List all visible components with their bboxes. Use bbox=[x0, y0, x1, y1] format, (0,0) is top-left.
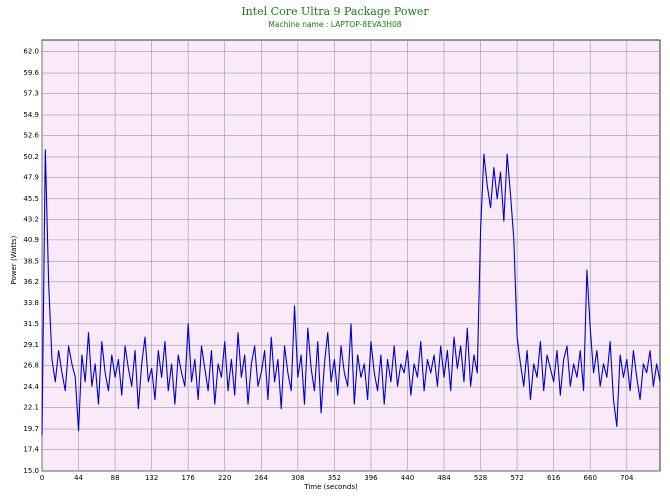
x-tick-label: 44 bbox=[74, 474, 83, 482]
x-tick-label: 0 bbox=[40, 474, 44, 482]
y-tick-label: 15.0 bbox=[23, 467, 39, 475]
x-tick-label: 88 bbox=[111, 474, 120, 482]
y-axis-label: Power (Watts) bbox=[10, 235, 18, 284]
x-tick-label: 704 bbox=[620, 474, 634, 482]
y-tick-label: 57.3 bbox=[23, 90, 39, 98]
x-axis-label: Time (seconds) bbox=[303, 483, 358, 491]
y-tick-label: 22.1 bbox=[23, 404, 39, 412]
y-tick-label: 24.4 bbox=[23, 383, 39, 391]
y-tick-label: 52.6 bbox=[23, 131, 39, 139]
y-tick-label: 43.2 bbox=[23, 215, 39, 223]
y-tick-label: 19.7 bbox=[23, 425, 39, 433]
y-tick-label: 38.5 bbox=[23, 257, 39, 265]
x-tick-label: 616 bbox=[547, 474, 561, 482]
x-tick-label: 484 bbox=[437, 474, 451, 482]
x-tick-label: 396 bbox=[364, 474, 378, 482]
y-tick-label: 54.9 bbox=[23, 111, 39, 119]
x-tick-label: 572 bbox=[510, 474, 523, 482]
x-tick-label: 440 bbox=[401, 474, 414, 482]
y-tick-label: 36.2 bbox=[23, 278, 39, 286]
x-tick-label: 220 bbox=[218, 474, 231, 482]
y-tick-label: 62.0 bbox=[23, 48, 39, 56]
chart-subtitle: Machine name : LAPTOP-8EVA3H08 bbox=[268, 20, 401, 29]
y-tick-label: 17.4 bbox=[23, 446, 39, 454]
plot-area bbox=[41, 39, 661, 472]
x-tick-label: 176 bbox=[182, 474, 196, 482]
x-tick-label: 308 bbox=[291, 474, 304, 482]
x-tick-label: 132 bbox=[145, 474, 158, 482]
x-tick-label: 660 bbox=[584, 474, 597, 482]
chart-title: Intel Core Ultra 9 Package Power bbox=[241, 5, 429, 18]
y-tick-label: 26.8 bbox=[23, 362, 39, 370]
y-tick-label: 40.9 bbox=[23, 236, 39, 244]
data-line bbox=[41, 149, 661, 436]
y-tick-label: 29.1 bbox=[23, 341, 39, 349]
x-tick-label: 264 bbox=[255, 474, 269, 482]
x-tick-label: 528 bbox=[474, 474, 487, 482]
x-tick-label: 352 bbox=[328, 474, 341, 482]
y-tick-label: 59.6 bbox=[23, 69, 39, 77]
y-tick-label: 45.5 bbox=[23, 195, 39, 203]
y-tick-label: 47.9 bbox=[23, 173, 39, 181]
y-tick-label: 50.2 bbox=[23, 153, 39, 161]
y-tick-label: 33.8 bbox=[23, 299, 39, 307]
y-tick-label: 31.5 bbox=[23, 320, 39, 328]
